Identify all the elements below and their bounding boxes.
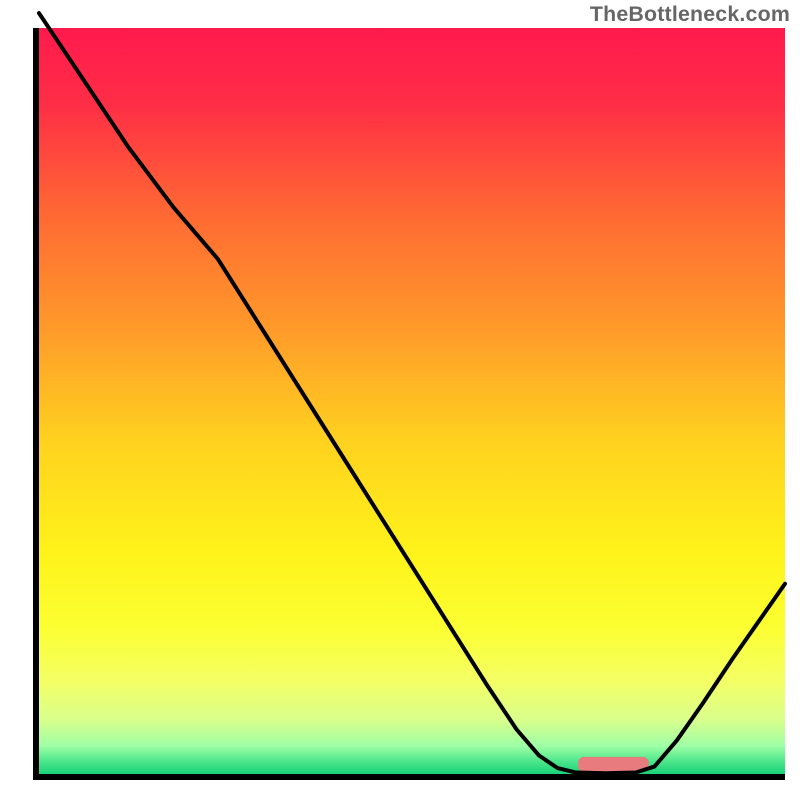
watermark-text: TheBottleneck.com	[590, 2, 790, 27]
bottleneck-curve	[33, 28, 785, 780]
y-axis-line	[33, 28, 39, 780]
chart-frame: TheBottleneck.com	[0, 0, 800, 800]
plot-area	[33, 28, 785, 780]
x-axis-line	[33, 774, 785, 780]
